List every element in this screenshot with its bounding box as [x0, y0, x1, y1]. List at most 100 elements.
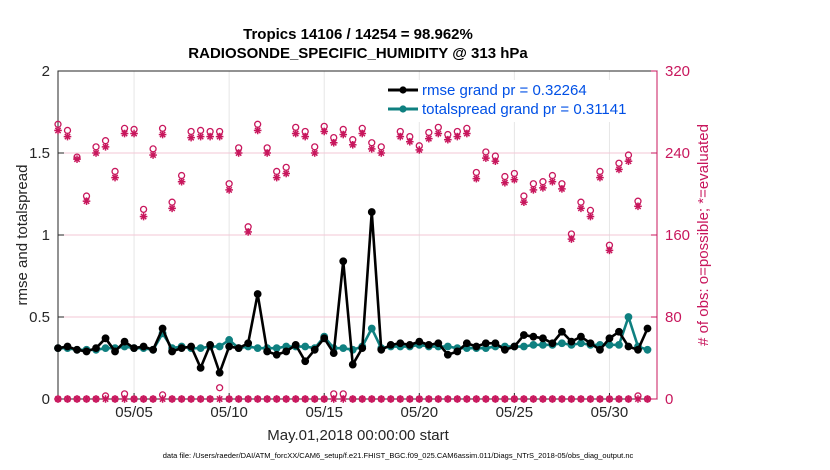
obs-evaluated-low-marker-stroke — [368, 395, 375, 403]
obs-evaluated-marker — [444, 135, 452, 144]
obs-evaluated-marker-stroke — [292, 130, 299, 137]
rmse-point — [367, 208, 376, 216]
rmse-point — [291, 340, 300, 349]
obs-evaluated-marker-stroke — [511, 176, 518, 183]
obs-evaluated-marker — [73, 155, 81, 163]
series-lines — [54, 208, 652, 377]
rmse-point — [539, 334, 547, 343]
obs-evaluated-marker — [586, 212, 595, 221]
rmse-point — [643, 324, 652, 333]
obs-evaluated-marker-stroke — [197, 133, 204, 140]
rmse-point — [225, 342, 234, 351]
obs-evaluated-marker — [339, 130, 348, 139]
obs-evaluated-low-marker — [196, 395, 205, 403]
obs-evaluated-low-marker-stroke — [311, 395, 318, 403]
obs-evaluated-marker — [396, 132, 405, 141]
right-tick-label: 240 — [665, 145, 690, 162]
obs-evaluated-low-marker — [520, 395, 528, 403]
totalspread-point — [339, 344, 348, 353]
obs-evaluated-marker-stroke — [263, 149, 271, 157]
obs-evaluated-low-marker-stroke — [159, 395, 166, 403]
rmse-point — [101, 334, 110, 343]
rmse-point — [92, 344, 100, 353]
obs-evaluated-marker — [320, 127, 329, 136]
obs-evaluated-low-marker — [291, 395, 300, 403]
x-tick-label: 05/10 — [210, 404, 248, 421]
obs-evaluated-marker-stroke — [596, 174, 604, 181]
obs-evaluated-marker — [282, 169, 290, 178]
rmse-point — [263, 347, 272, 356]
rmse-point — [424, 340, 433, 349]
obs-evaluated-marker-stroke — [397, 133, 404, 140]
obs-evaluated-low-marker-stroke — [140, 395, 147, 403]
rmse-point — [548, 339, 557, 348]
obs-evaluated-marker-stroke — [140, 213, 147, 220]
obs-evaluated-low-marker-stroke — [102, 395, 109, 403]
rmse-point — [567, 337, 576, 346]
rmse-point — [196, 363, 205, 372]
obs-evaluated-marker-stroke — [435, 130, 442, 137]
obs-evaluated-low-marker-stroke — [511, 395, 518, 403]
totalspread-point — [519, 342, 528, 351]
obs-evaluated-low-marker-stroke — [634, 395, 642, 403]
x-tick-label: 05/20 — [401, 404, 439, 421]
obs-evaluated-marker-stroke — [577, 205, 585, 212]
obs-evaluated-marker-stroke — [187, 134, 195, 141]
rmse-point — [329, 349, 338, 357]
obs-evaluated-low-marker — [529, 395, 538, 403]
rmse-point — [272, 350, 281, 359]
rmse-point — [500, 345, 509, 354]
obs-evaluated-low-marker-stroke — [321, 395, 328, 403]
obs-evaluated-marker-stroke — [92, 149, 100, 157]
x-tick-label: 05/30 — [591, 404, 629, 421]
obs-evaluated-low-marker-stroke — [130, 395, 138, 403]
obs-evaluated-marker — [120, 129, 129, 138]
obs-evaluated-marker-stroke — [416, 146, 423, 154]
obs-evaluated-marker-stroke — [625, 158, 632, 165]
obs-evaluated-low-marker — [339, 395, 348, 403]
obs-evaluated-low-marker-stroke — [263, 395, 271, 403]
rmse-point — [339, 257, 348, 266]
obs-evaluated-marker — [196, 132, 205, 141]
obs-evaluated-marker-stroke — [406, 138, 413, 145]
totalspread-point — [225, 336, 234, 344]
obs-evaluated-low-marker — [577, 395, 585, 403]
totalspread-point — [624, 313, 633, 321]
obs-evaluated-low-marker — [63, 395, 72, 403]
obs-evaluated-marker — [463, 129, 471, 138]
rmse-point — [510, 342, 519, 351]
obs-evaluated-low-marker-stroke — [302, 395, 309, 403]
legend: rmse grand pr = 0.32264 totalspread gran… — [383, 80, 653, 122]
totalspread-point — [558, 339, 566, 348]
rmse-point — [491, 339, 500, 348]
y-tick-label: 2 — [42, 63, 50, 80]
obs-evaluated-marker-stroke — [501, 179, 509, 186]
obs-evaluated-low-marker-stroke — [225, 395, 233, 403]
obs-evaluated-low-marker-stroke — [273, 395, 280, 403]
obs-evaluated-low-marker-stroke — [587, 395, 594, 403]
legend-spread-marker — [399, 105, 407, 113]
data-file-footnote: data file: /Users/raeder/DAI/ATM_forcXX/… — [163, 451, 634, 460]
y-tick-label: 0.5 — [29, 309, 50, 326]
totalspread-point — [539, 340, 547, 349]
obs-evaluated-low-marker-stroke — [406, 395, 413, 403]
rmse-point — [320, 334, 329, 343]
obs-evaluated-low-marker-stroke — [463, 395, 471, 403]
obs-evaluated-marker — [358, 129, 367, 138]
obs-evaluated-low-marker — [120, 395, 129, 403]
obs-evaluated-low-marker-stroke — [254, 395, 261, 403]
rmse-point — [558, 327, 566, 336]
obs-evaluated-marker — [539, 184, 547, 192]
obs-evaluated-low-marker — [139, 395, 148, 403]
obs-evaluated-marker — [548, 177, 557, 186]
rmse-point — [158, 324, 167, 333]
obs-evaluated-low-marker-stroke — [216, 395, 223, 403]
obs-evaluated-marker-stroke — [330, 139, 337, 146]
obs-evaluated-low-marker-stroke — [244, 395, 252, 403]
obs-evaluated-low-marker — [491, 395, 500, 403]
obs-evaluated-marker — [111, 173, 119, 182]
obs-evaluated-low-marker-stroke — [178, 395, 185, 403]
totalspread-point — [272, 344, 281, 353]
obs-evaluated-low-marker — [215, 395, 224, 403]
obs-evaluated-low-marker-stroke — [425, 395, 432, 403]
